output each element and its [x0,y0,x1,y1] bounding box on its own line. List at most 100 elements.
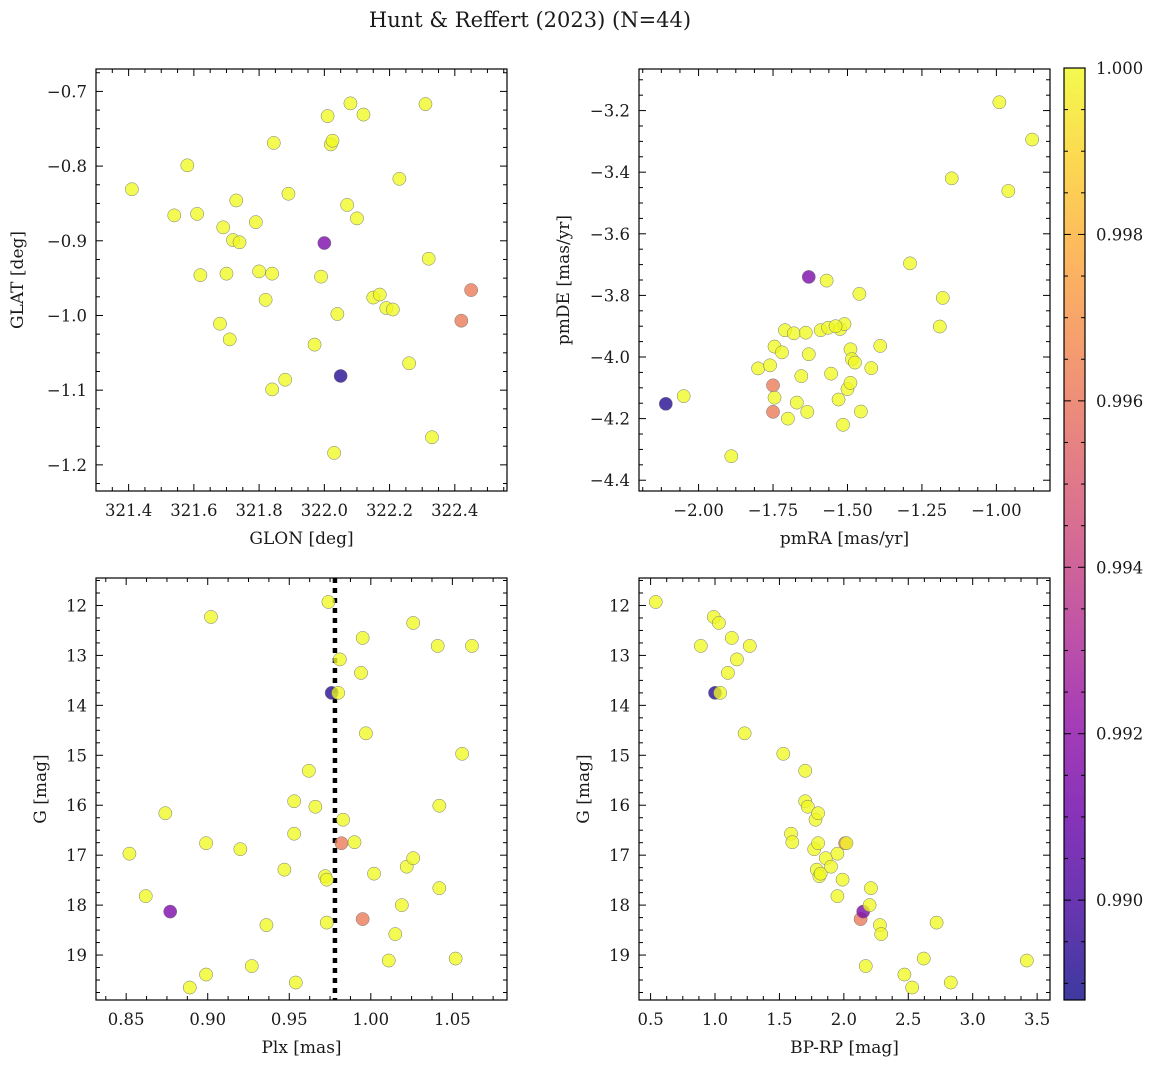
data-point [204,610,218,624]
x-tick-label: 0.90 [189,1010,226,1029]
data-point [163,904,178,919]
data-point [367,866,381,881]
data-point [182,980,197,995]
data-point [864,361,879,375]
data-point [903,256,917,271]
y-tick-label: −3.4 [590,163,630,182]
scatter-points [125,96,478,460]
data-point [317,236,332,250]
data-point [244,959,259,973]
y-tick-label: 17 [66,846,87,865]
y-axis-label: pmDE [mas/yr] [554,215,574,345]
colorbar-frame [1063,67,1086,1001]
data-point [944,171,959,186]
data-point [794,369,809,383]
data-point [232,235,247,250]
data-point [266,136,281,150]
data-point [454,313,469,328]
y-axis-label: G [mag] [574,754,594,823]
data-point [943,975,958,990]
data-point [775,345,789,360]
colorbar-tick-label: 0.990 [1096,891,1143,910]
data-point [819,273,834,288]
x-tick-label: −1.00 [971,501,1022,520]
colorbar-tick-label: 0.992 [1096,725,1143,744]
y-tick-label: 13 [609,646,630,665]
y-tick-label: −1.1 [47,381,87,400]
data-point [839,836,854,851]
data-point [277,862,292,877]
x-tick-label: 2.0 [831,1010,857,1029]
x-tick-label: 1.0 [702,1010,728,1029]
data-point [935,291,950,305]
data-point [388,927,403,941]
data-point [333,369,348,383]
y-axis-label: GLAT [deg] [8,231,28,329]
plots: 321.4 321.6 321.8 322.0 322.2 322.4 −0.7 −0.8 −0… [8,68,1051,1058]
x-tick-label: 321.6 [170,501,217,520]
x-tick-label: 3.5 [1024,1010,1050,1029]
data-point [354,666,368,680]
data-point [721,666,735,680]
data-point [278,372,293,387]
data-point [180,158,195,173]
data-point [724,449,739,464]
y-tick-label: −0.8 [47,157,87,176]
axes-frame [638,577,1051,1001]
data-point [785,835,800,850]
y-tick-label: −0.9 [47,232,87,251]
y-tick-label: −4.2 [590,410,630,429]
data-point [193,268,208,282]
x-tick-label: 2.5 [895,1010,921,1029]
y-tick-label: 16 [609,796,630,815]
y-tick-label: −3.6 [590,225,630,244]
panel-3: 0.85 0.90 0.95 1.00 1.05 12 13 14 15 16 17 18 19 Plx … [31,577,508,1058]
data-point [125,182,139,197]
data-point [693,639,708,653]
x-tick-label: 0.85 [108,1010,145,1029]
colorbar: 0.990 0.992 0.994 0.996 0.998 1.000 [1063,59,1143,1001]
data-point [330,307,345,321]
data-point [1025,132,1039,147]
data-point [347,835,362,850]
data-point [432,798,447,813]
panel-4: 0.5 1.0 1.5 2.0 2.5 3.0 3.5 12 13 14 15 16 17 18 19 BP-… [574,577,1051,1058]
data-point [381,953,396,968]
y-tick-label: −4.4 [590,471,630,490]
data-point [848,355,862,370]
data-point [811,806,825,821]
x-axis-label: GLON [deg] [249,529,353,549]
tick-marks [96,578,507,1000]
data-point [730,652,744,667]
panel-1: 321.4 321.6 321.8 322.0 322.2 322.4 −0.7 −0.8 −0… [8,68,508,549]
data-point [766,404,780,419]
data-point [448,951,463,966]
data-point [336,812,350,827]
axes-frame [95,577,508,1001]
data-point [288,975,303,990]
y-tick-label: 15 [66,746,87,765]
data-point [258,292,273,307]
scatter-points [658,95,1039,464]
x-tick-label: 1.5 [766,1010,792,1029]
data-point [287,794,302,809]
data-point [219,266,234,281]
y-tick-label: 19 [609,946,630,965]
data-point [776,746,791,761]
data-point [854,404,868,419]
data-point [199,967,213,982]
data-point [858,959,873,973]
y-tick-label: 14 [66,696,87,715]
data-point [737,726,752,741]
y-tick-label: 12 [609,596,630,615]
x-tick-label: −1.25 [897,501,948,520]
data-point [281,186,296,201]
colorbar-gradient [1064,68,1085,1000]
x-tick-label: 322.2 [366,501,413,520]
x-tick-label: 0.5 [637,1010,663,1029]
data-point [222,332,237,347]
y-tick-label: 12 [66,596,87,615]
data-point [767,390,782,405]
data-point [742,639,757,653]
